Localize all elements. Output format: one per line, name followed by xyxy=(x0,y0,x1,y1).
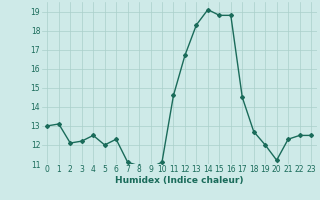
X-axis label: Humidex (Indice chaleur): Humidex (Indice chaleur) xyxy=(115,176,244,185)
